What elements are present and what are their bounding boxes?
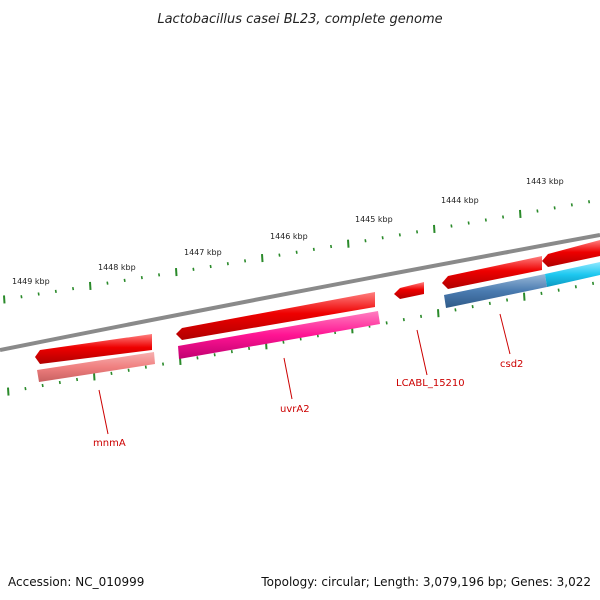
scale-tick-top	[54, 289, 57, 293]
scale-tick-top	[433, 224, 436, 234]
scale-tick-bottom	[127, 368, 130, 372]
scale-tick-top	[192, 267, 195, 271]
scale-tick-bottom	[196, 356, 199, 360]
scale-tick-top	[502, 215, 505, 219]
scale-tick-bottom	[162, 362, 165, 366]
scale-tick-top	[89, 281, 92, 290]
scale-label-1443: 1443 kbp	[526, 177, 564, 186]
gene-label-mnmA: mnmA	[93, 438, 126, 449]
gene-bar-mnmA[interactable]	[37, 352, 155, 382]
scale-tick-bottom	[523, 292, 526, 301]
scale-labels: 1449 kbp 1448 kbp 1447 kbp 1446 kbp 1445…	[12, 177, 564, 286]
scale-tick-bottom	[420, 314, 423, 319]
scale-tick-bottom	[402, 318, 405, 322]
gene-arrow-uvrA2-cds[interactable]	[176, 292, 375, 340]
scale-tick-top	[140, 276, 143, 280]
scale-tick-top	[175, 268, 178, 277]
scale-tick-bottom	[24, 386, 27, 391]
scale-label-1448: 1448 kbp	[98, 263, 136, 272]
scale-tick-top	[37, 292, 40, 296]
scale-tick-bottom	[540, 291, 543, 296]
scale-tick-top	[588, 200, 591, 204]
gene-label-LCABL_15210: LCABL_15210	[396, 378, 465, 389]
scale-tick-bottom	[557, 288, 560, 292]
scale-tick-top	[244, 259, 247, 263]
scale-label-1447: 1447 kbp	[184, 248, 222, 257]
gene-label-uvrA2: uvrA2	[280, 404, 310, 415]
scale-label-1449: 1449 kbp	[12, 277, 50, 286]
scale-tick-top	[553, 206, 556, 210]
scale-tick-top	[72, 286, 75, 291]
scale-tick-top	[450, 224, 453, 228]
scale-tick-bottom	[230, 349, 233, 354]
scale-tick-bottom	[574, 285, 577, 289]
scale-tick-bottom	[454, 308, 457, 312]
scale-tick-bottom	[110, 371, 113, 375]
scale-tick-top	[123, 278, 126, 283]
genome-backbone	[0, 233, 600, 352]
scale-tick-bottom	[248, 346, 251, 351]
gene-arrow-mnmA-cds[interactable]	[35, 334, 152, 364]
scale-tick-top	[158, 273, 161, 277]
scale-tick-top	[398, 233, 401, 237]
gene-label-csd2: csd2	[500, 359, 523, 370]
scale-tick-bottom	[506, 298, 509, 302]
leader-csd2	[499, 313, 511, 355]
scale-tick-bottom	[471, 304, 474, 309]
scale-tick-top	[20, 295, 23, 299]
gene-bar-csd2[interactable]	[444, 274, 547, 308]
scale-tick-top	[570, 203, 573, 207]
gene-arrow-next-cds[interactable]	[542, 240, 600, 267]
scale-tick-top	[106, 281, 109, 285]
gene-arrow-LCABL_15210-cds[interactable]	[394, 282, 424, 299]
scale-tick-bottom	[299, 337, 302, 341]
scale-tick-top	[416, 230, 419, 234]
scale-tick-top	[536, 209, 539, 213]
scale-tick-bottom	[41, 383, 44, 388]
scale-tick-bottom	[437, 309, 440, 318]
scale-tick-bottom	[58, 380, 61, 385]
gene-labels: mnmA uvrA2 LCABL_15210 csd2	[93, 313, 523, 449]
scale-tick-top	[278, 253, 281, 257]
scale-tick-top	[295, 250, 298, 254]
scale-label-1446: 1446 kbp	[270, 232, 308, 241]
gene-track	[37, 262, 600, 382]
scale-tick-bottom	[144, 365, 147, 369]
scale-ticks-top	[3, 200, 591, 304]
genome-summary-text: Topology: circular; Length: 3,079,196 bp…	[260, 575, 591, 589]
scale-ticks-bottom	[7, 281, 595, 396]
gene-bar-uvrA2[interactable]	[178, 311, 380, 359]
scale-label-1445: 1445 kbp	[355, 215, 393, 224]
scale-tick-top	[312, 247, 315, 252]
scale-tick-bottom	[282, 340, 285, 344]
leader-uvrA2	[283, 357, 293, 400]
scale-tick-top	[330, 244, 333, 249]
scale-tick-top	[519, 209, 522, 219]
scale-tick-top	[381, 236, 384, 240]
scale-tick-top	[209, 264, 212, 269]
scale-label-1444: 1444 kbp	[441, 196, 479, 205]
scale-tick-top	[261, 253, 264, 263]
leader-LCABL_15210	[416, 329, 428, 376]
map-title: Lactobacillus casei BL23, complete genom…	[157, 12, 442, 27]
scale-tick-top	[364, 239, 367, 243]
scale-tick-top	[226, 262, 229, 266]
scale-tick-top	[484, 218, 487, 222]
accession-text: Accession: NC_010999	[8, 575, 144, 589]
scale-tick-bottom	[76, 377, 79, 382]
scale-tick-top	[347, 239, 350, 248]
scale-tick-bottom	[213, 353, 216, 357]
gene-bar-next[interactable]	[545, 262, 600, 287]
scale-tick-bottom	[385, 321, 388, 325]
scale-tick-bottom	[7, 387, 10, 396]
scale-tick-top	[3, 295, 6, 304]
gene-arrow-csd2-cds[interactable]	[442, 256, 542, 289]
cds-track	[35, 240, 600, 364]
scale-tick-top	[467, 221, 470, 225]
leader-mnmA	[98, 389, 109, 435]
scale-tick-bottom	[93, 372, 96, 381]
scale-tick-bottom	[488, 301, 491, 305]
scale-tick-bottom	[592, 281, 595, 286]
